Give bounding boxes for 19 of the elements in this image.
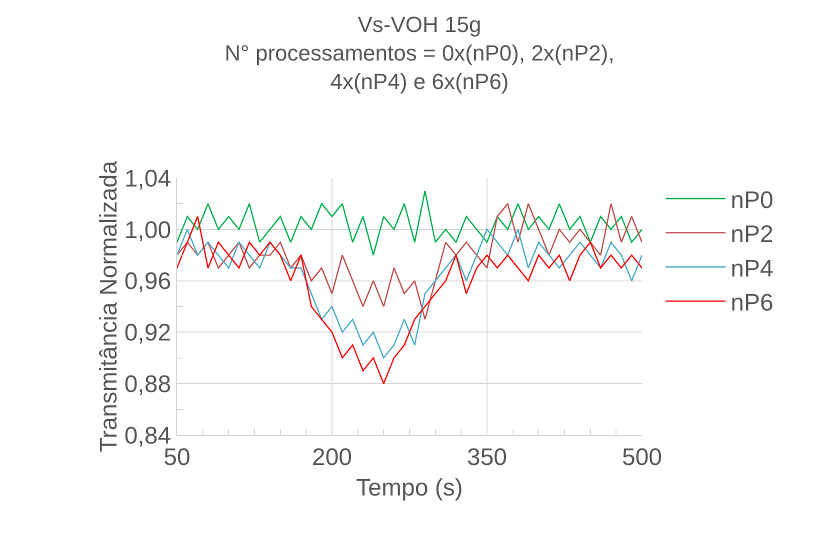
y-tick-label: 1,00 — [124, 216, 172, 244]
line-series — [177, 228, 642, 359]
legend-label: nP0 — [730, 186, 774, 214]
y-tick-label: 0,96 — [124, 268, 172, 296]
line-series — [177, 216, 642, 384]
x-tick-label: 200 — [312, 444, 352, 471]
chart-title: Vs-VOH 15g N° processamentos = 0x(nP0), 2x(nP2), 4x(nP4) e 6x(nP6) — [224, 12, 614, 94]
y-tick-label: 0,88 — [124, 371, 172, 398]
legend-label: nP2 — [730, 221, 774, 248]
x-tick-label: 350 — [466, 444, 508, 471]
line-series — [177, 190, 642, 256]
y-tick-label: 0,92 — [124, 320, 172, 347]
line-series — [177, 203, 642, 320]
y-axis-title: Transmitância Normalizada — [95, 160, 122, 452]
legend-label: nP4 — [730, 255, 774, 282]
y-tick-label: 1,04 — [124, 165, 172, 192]
x-axis-title: Tempo (s) — [356, 474, 463, 502]
legend-label: nP6 — [730, 290, 774, 317]
x-tick-label: 500 — [622, 444, 662, 471]
